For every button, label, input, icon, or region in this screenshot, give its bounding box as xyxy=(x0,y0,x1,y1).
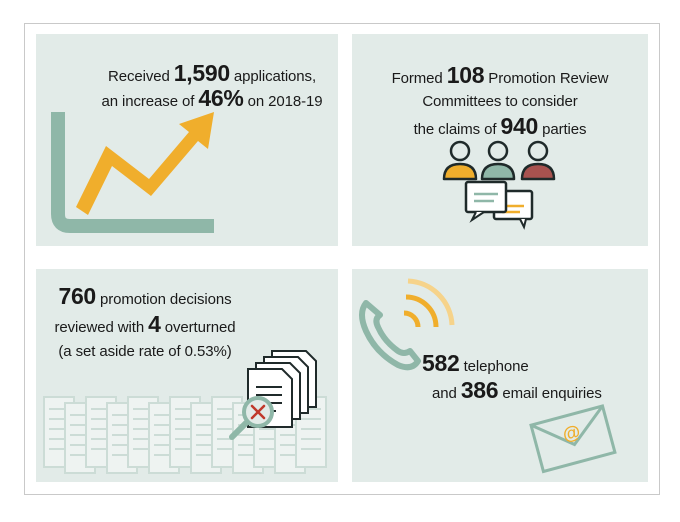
svg-text:@: @ xyxy=(560,421,582,445)
telephone-icon xyxy=(359,278,455,371)
decisions-line-2: reviewed with 4 overturned xyxy=(54,311,236,337)
committees-panel: Formed 108 Promotion Review Committees t… xyxy=(352,34,648,246)
enquiries-panel: @ 582 telephone and 386 email enquiries xyxy=(352,269,648,482)
applications-line-1: Received 1,590 applications, xyxy=(107,60,317,86)
documents-review-icon xyxy=(43,350,327,474)
email-line: and 386 email enquiries xyxy=(432,377,602,403)
committees-line-2: Committees to consider xyxy=(422,93,578,110)
people-group-icon xyxy=(442,140,556,230)
applications-line-2: an increase of 46% on 2018-19 xyxy=(101,85,323,111)
applications-panel: Received 1,590 applications, an increase… xyxy=(36,34,338,246)
telephone-line: 582 telephone xyxy=(422,350,529,376)
growth-arrow-icon xyxy=(51,112,214,233)
committees-line-3: the claims of 940 parties xyxy=(413,113,587,139)
email-envelope-icon: @ xyxy=(529,404,617,474)
decisions-panel: 760 promotion decisions reviewed with 4 … xyxy=(36,269,338,482)
committees-line-1: Formed 108 Promotion Review xyxy=(391,62,609,88)
decisions-line-1: 760 promotion decisions xyxy=(58,283,232,309)
decisions-line-3: (a set aside rate of 0.53%) xyxy=(58,343,232,360)
